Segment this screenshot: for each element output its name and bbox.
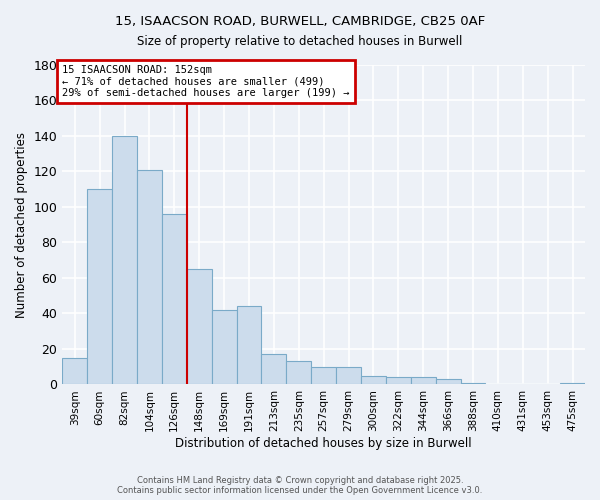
Text: Size of property relative to detached houses in Burwell: Size of property relative to detached ho… [137,35,463,48]
Bar [212,310,236,384]
Bar [262,354,286,384]
X-axis label: Distribution of detached houses by size in Burwell: Distribution of detached houses by size … [175,437,472,450]
Bar [336,366,361,384]
Text: Contains HM Land Registry data © Crown copyright and database right 2025.
Contai: Contains HM Land Registry data © Crown c… [118,476,482,495]
Bar [187,269,212,384]
Bar [62,358,87,384]
Bar [436,379,461,384]
Bar [560,382,585,384]
Text: 15 ISAACSON ROAD: 152sqm
← 71% of detached houses are smaller (499)
29% of semi-: 15 ISAACSON ROAD: 152sqm ← 71% of detach… [62,65,350,98]
Bar [87,189,112,384]
Bar [311,366,336,384]
Bar [286,362,311,384]
Text: 15, ISAACSON ROAD, BURWELL, CAMBRIDGE, CB25 0AF: 15, ISAACSON ROAD, BURWELL, CAMBRIDGE, C… [115,15,485,28]
Bar [236,306,262,384]
Bar [411,378,436,384]
Bar [386,378,411,384]
Bar [162,214,187,384]
Bar [461,382,485,384]
Bar [112,136,137,384]
Bar [137,170,162,384]
Bar [361,376,386,384]
Y-axis label: Number of detached properties: Number of detached properties [15,132,28,318]
